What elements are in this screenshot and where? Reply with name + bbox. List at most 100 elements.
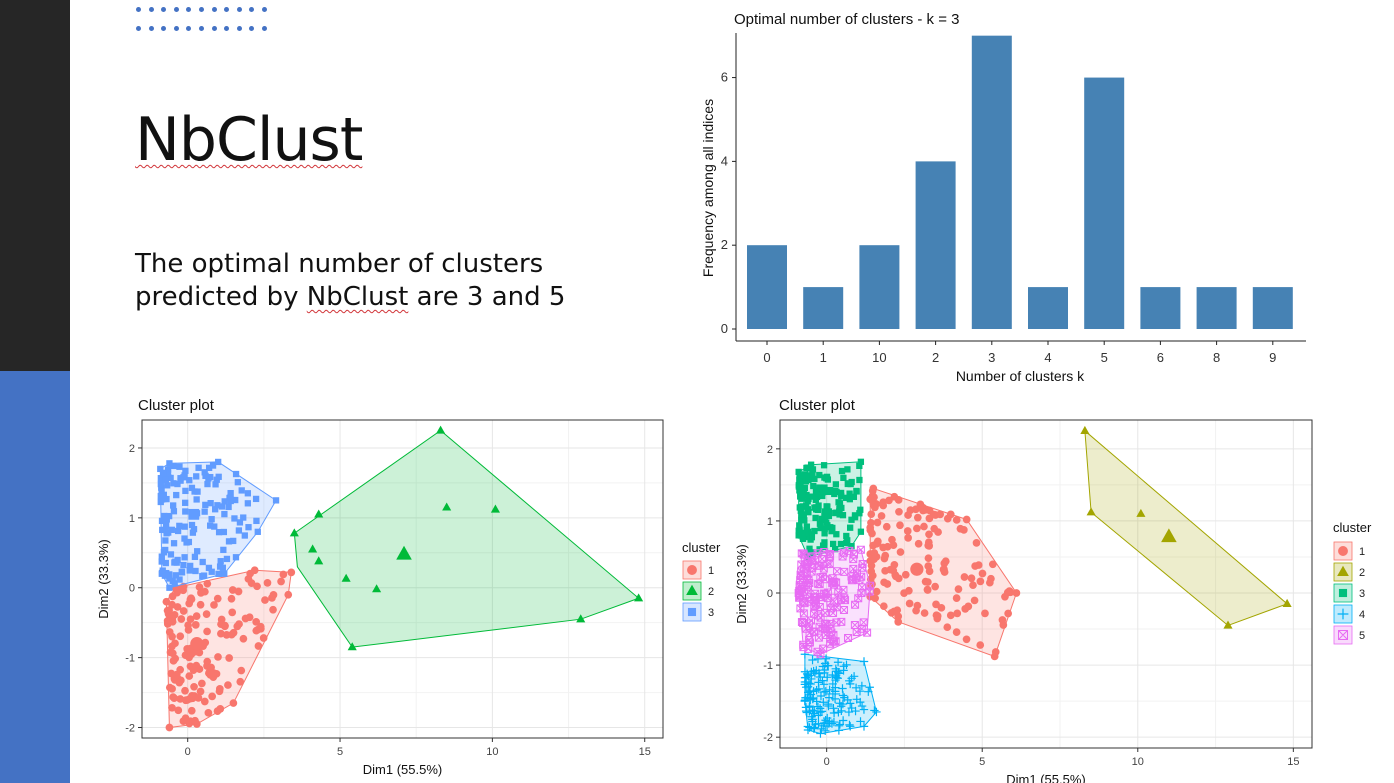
cluster-1-point (191, 621, 200, 629)
cluster-3-point (180, 561, 187, 569)
x-tick-label: 6 (1157, 350, 1164, 365)
cluster-3-point (232, 554, 240, 561)
cluster-3-point (211, 523, 218, 530)
cluster-1-point (912, 505, 920, 514)
cluster-3-point (829, 524, 836, 532)
cluster-5-center (826, 593, 840, 607)
cluster-5-point (839, 548, 848, 557)
dot (224, 7, 230, 12)
cluster-5-point (857, 624, 866, 633)
cluster-3-point (837, 489, 845, 497)
cluster-2-point (314, 556, 324, 565)
cluster-5-point (805, 635, 814, 644)
cluster-1-point (244, 575, 253, 583)
cluster-1-point (895, 507, 903, 516)
x-tick-label: 5 (979, 756, 985, 768)
cluster-4-point (823, 661, 833, 670)
cluster-1-point (173, 588, 181, 597)
dot (249, 7, 255, 12)
cluster-3-point (181, 535, 188, 542)
cluster-3-point (802, 502, 810, 509)
x-tick-label: 0 (824, 756, 830, 768)
cluster-5-point (865, 587, 874, 596)
cluster-4-point (829, 717, 839, 727)
cluster-2-point (341, 573, 351, 582)
cluster-3-point (201, 508, 208, 515)
dot (199, 7, 204, 12)
x-tick-label: 0 (185, 746, 191, 758)
cluster-3-point (831, 545, 839, 553)
cluster-4-point (821, 716, 830, 725)
cluster-3-point (857, 506, 864, 513)
cluster-3-point (172, 572, 180, 579)
cluster-4-point (831, 664, 841, 674)
cluster-1-point (165, 723, 174, 732)
cluster-4-point (838, 684, 847, 693)
cluster-1-point (870, 493, 878, 502)
cluster-3-point (850, 493, 858, 501)
cluster-3-point (192, 567, 199, 575)
cluster-4-point (809, 724, 819, 733)
cluster-1-point (913, 513, 922, 522)
cluster-3-point (178, 568, 185, 575)
cluster-1-point (169, 693, 177, 701)
cluster-3-point (848, 516, 855, 523)
cluster-3-point (796, 522, 803, 529)
cluster-3-point (816, 484, 823, 491)
cluster-1-point (879, 602, 888, 611)
cluster-1-point (187, 706, 196, 715)
cluster-3-point (832, 481, 840, 488)
legend-label-1: 1 (1359, 546, 1365, 558)
cluster-3-point (805, 476, 812, 484)
cluster-3-point (797, 507, 804, 515)
cluster-1-point (904, 511, 912, 519)
cluster-3-point (208, 568, 215, 575)
cluster-4-point (835, 699, 844, 708)
cluster-4-point (808, 715, 817, 724)
cluster-1-point (894, 495, 903, 504)
legend-title: cluster (682, 540, 721, 555)
dot (148, 26, 154, 31)
cluster-1-point (287, 568, 296, 577)
cluster-1-point (169, 656, 178, 665)
cluster-1-point (962, 515, 971, 524)
cluster-4-point (813, 702, 823, 711)
cluster-4-point (870, 706, 879, 715)
cluster-3-point (803, 533, 810, 541)
cluster-5-point (804, 644, 813, 653)
cluster-3-point (837, 540, 845, 548)
cluster-3-point (215, 528, 223, 536)
cluster-3-point (836, 500, 844, 507)
cluster-3-point (193, 496, 200, 503)
cluster-3-point (159, 567, 166, 574)
cluster-1-point (176, 632, 185, 641)
cluster-4-point (821, 654, 831, 663)
cluster-1-point (961, 605, 970, 613)
cluster-4-point (824, 701, 833, 711)
cluster-3-point (812, 514, 819, 522)
cluster-1-point (880, 578, 888, 587)
cluster-1-point (203, 627, 211, 636)
cluster-1-point (974, 561, 983, 569)
cluster-3-point (220, 528, 228, 536)
x-axis-label: Dim1 (55.5%) (363, 762, 442, 777)
cluster-1-point (969, 581, 977, 590)
cluster-3-point (798, 516, 805, 523)
cluster-3-point (826, 486, 834, 494)
cluster-3-point (236, 519, 244, 526)
slide-body-text: predicted by (135, 282, 307, 312)
y-tick-label: -2 (763, 732, 773, 744)
cluster-5-point (823, 588, 832, 597)
cluster-2-point (308, 544, 318, 553)
cluster-3-point (812, 487, 820, 495)
cluster-1-point (186, 615, 195, 624)
cluster-4-point (808, 694, 817, 704)
cluster-5-point (810, 609, 819, 618)
cluster-3-point (161, 512, 168, 520)
cluster-1-point (179, 586, 187, 595)
cluster-1-point (172, 670, 181, 679)
cluster-3-point (163, 530, 170, 537)
cluster-4-center (825, 686, 841, 702)
cluster-1-point (269, 591, 278, 599)
cluster-3-group (795, 458, 865, 561)
